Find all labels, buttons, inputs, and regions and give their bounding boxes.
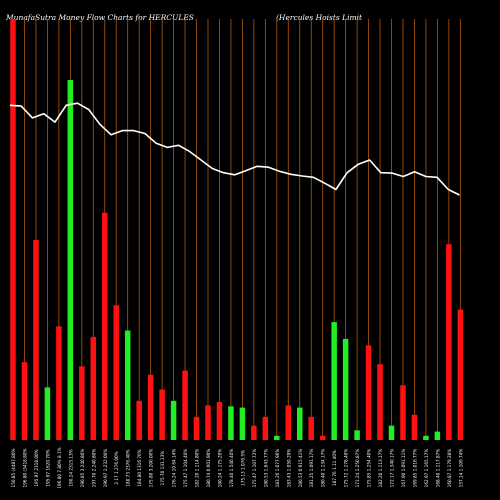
gridlines <box>12 19 461 440</box>
line-series <box>9 102 460 196</box>
x-tick-label: 160.87 1.179.28% <box>447 449 452 488</box>
x-tick-label: 175.70 131.13% <box>160 451 165 486</box>
money-flow-bar <box>251 425 257 440</box>
x-tick-label: 175.80 3.200.00% <box>149 449 154 488</box>
money-flow-bar <box>216 402 223 440</box>
money-flow-bar <box>262 416 269 440</box>
x-tick-label: 150.85 (4487.80% <box>11 449 16 488</box>
x-tick-label: 157.14 1.109.74% <box>458 449 463 488</box>
x-tick-label: 175.47 1.107.72% <box>252 449 257 488</box>
money-flow-bar <box>457 309 464 440</box>
money-flow-bar <box>319 435 326 440</box>
money-flow-bar <box>21 362 28 440</box>
money-flow-bar <box>90 336 97 440</box>
money-flow-bar <box>308 416 314 440</box>
x-tick-label: 180.74 0.601.90% <box>206 449 211 488</box>
money-flow-bar <box>170 400 177 440</box>
x-tick-label: 190.24 2315.13% <box>68 449 73 486</box>
x-tick-label: 2.17 1.276.00% <box>114 451 119 484</box>
money-flow-bar <box>446 244 452 440</box>
money-flow-bar <box>205 405 211 440</box>
money-flow-bar <box>10 19 16 440</box>
x-tick-label: 182.20 1.114.80% <box>195 449 200 488</box>
money-flow-bar <box>102 212 108 440</box>
money-flow-bar <box>79 366 85 440</box>
money-flow-bar <box>342 338 349 440</box>
x-tick-label: 180.73 2376.40% <box>126 449 131 486</box>
x-tick-label: 175.13 1.076.5% <box>240 450 245 486</box>
x-tick-label: 181.25 1.091.17% <box>309 449 314 488</box>
money-flow-bar <box>297 407 303 440</box>
x-tick-label: 182.20 1.113.17% <box>378 449 383 488</box>
x-tick-label: 172.17 1.340.17% <box>390 449 395 488</box>
money-flow-bar <box>56 326 62 440</box>
x-tick-label: 195.97 2318.00% <box>34 449 39 486</box>
x-axis-labels: 150.85 (4487.80% 196.80 (3418.80% 195.97 2… <box>11 447 463 488</box>
x-tick-label: 196.80 (3418.80% <box>22 449 27 488</box>
money-flow-line <box>9 102 460 196</box>
money-flow-bar <box>331 322 337 440</box>
money-flow-bar <box>33 240 39 440</box>
money-flow-bar <box>434 431 441 440</box>
x-tick-label: 167.90 1.091.11% <box>401 449 406 488</box>
money-flow-bar <box>274 435 280 440</box>
money-flow-bar <box>400 385 406 440</box>
x-tick-label: 183.26 1.077.96% <box>275 449 280 488</box>
x-tick-label: 180.53 0.915.41% <box>298 449 303 488</box>
x-tick-label: 175.72 1.278.40% <box>344 449 349 488</box>
x-tick-label: 162.97 1.165.17% <box>424 449 429 488</box>
money-flow-bar <box>147 374 154 440</box>
x-tick-label: 175.85 1.254.40% <box>367 449 372 488</box>
chart-title: MunafaSutra Money Flow Charts for HERCUL… <box>6 13 194 22</box>
money-flow-bar <box>44 387 51 440</box>
bar-series <box>10 19 464 441</box>
money-flow-bar <box>228 406 234 440</box>
x-tick-label: 196.80 7.80% 8.1% <box>57 447 62 488</box>
x-tick-label: 190.85 3.240.80% <box>80 449 85 488</box>
money-flow-bar <box>182 370 188 440</box>
money-flow-bar <box>365 345 372 440</box>
money-flow-bar <box>354 430 360 440</box>
money-flow-bar <box>423 435 429 440</box>
x-tick-label: 175.47 1.104.40% <box>183 449 188 488</box>
money-flow-bar <box>136 400 142 440</box>
money-flow-bar <box>285 405 292 440</box>
money-flow-bar <box>124 330 131 440</box>
x-tick-label: 180.53 1.643.77% <box>263 449 268 488</box>
money-flow-bar <box>193 416 200 440</box>
money-flow-bar <box>113 305 119 440</box>
money-flow-bar <box>159 389 165 440</box>
money-flow-bar <box>239 407 246 440</box>
chart-subtitle: (Hercules Hoists Limit <box>276 13 363 22</box>
money-flow-bar <box>67 80 74 441</box>
x-tick-label: 183.43 1.050.29% <box>286 449 291 488</box>
x-tick-label: 180.24 1.175.20% <box>217 449 222 488</box>
x-tick-label: 180.40 1.134.17% <box>321 449 326 488</box>
money-flow-bar <box>411 414 418 440</box>
x-tick-label: 171.24 1.250.87% <box>355 449 360 488</box>
x-tick-label: 195.97 1620.70% <box>45 449 50 486</box>
x-tick-label: 190.97 1.232.00% <box>103 449 108 488</box>
money-flow-bar <box>377 364 383 440</box>
x-tick-label: 176.24 10.64.14% <box>172 449 177 488</box>
x-tick-label: 178.40 1.540.40% <box>229 449 234 488</box>
x-tick-label: 184.80 1316.76% <box>137 449 142 486</box>
money-flow-bar <box>388 425 395 440</box>
x-tick-label: 168.40 1.117.87% <box>435 449 440 488</box>
x-tick-label: 187.76 1.11.40% <box>332 450 337 486</box>
x-tick-label: 169.85 1.016.77% <box>412 449 417 488</box>
x-tick-label: 197.70 2.240.80% <box>91 449 96 488</box>
